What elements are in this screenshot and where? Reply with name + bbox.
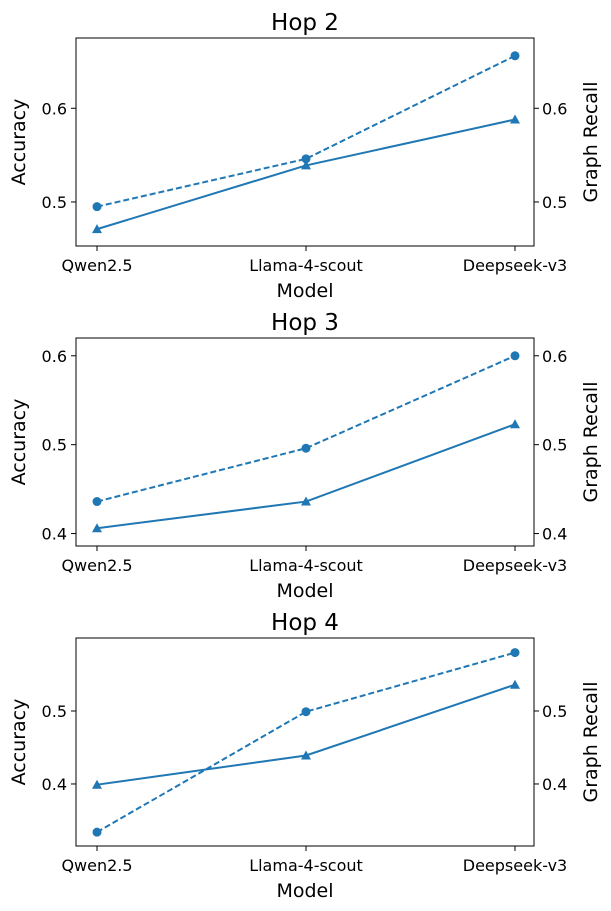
y-tick-label-right: 0.6 — [542, 347, 567, 366]
data-point-circle — [301, 707, 311, 717]
data-point-circle — [510, 648, 520, 658]
y-tick-label-left: 0.4 — [42, 525, 67, 544]
y-tick-label-right: 0.6 — [542, 99, 567, 118]
x-tick-label: Deepseek-v3 — [463, 256, 567, 275]
series-line-accuracy — [96, 683, 516, 786]
chart-title: Hop 4 — [271, 610, 339, 636]
y-axis-label-right: Graph Recall — [580, 81, 602, 202]
series-line-graph-recall — [96, 54, 516, 208]
x-tick-label: Qwen2.5 — [61, 256, 132, 275]
chart-panel-1: Hop 2 0.5 0.6 0.5 0.6 Qwen2.5 Llama-4-scout Dee… — [8, 10, 602, 302]
data-point-triangle — [301, 496, 311, 506]
x-axis-label: Model — [276, 280, 333, 302]
y-tick-label-right: 0.4 — [542, 775, 567, 794]
y-axis-label-left: Accuracy — [8, 399, 30, 486]
y-tick-label-left: 0.6 — [42, 99, 67, 118]
y-tick-label-left: 0.5 — [42, 702, 67, 721]
y-tick-label-right: 0.5 — [542, 193, 567, 212]
y-axis-label-right: Graph Recall — [580, 381, 602, 502]
axes-frame — [75, 637, 535, 847]
data-point-triangle — [510, 114, 520, 124]
y-axis-label-left: Accuracy — [8, 99, 30, 186]
chart-title: Hop 2 — [271, 10, 339, 36]
x-tick-label: Deepseek-v3 — [463, 856, 567, 875]
chart-panel-2: Hop 3 0.4 0.5 0.6 0.4 0.5 0.6 Qwen2.5 Llama-4-sc… — [8, 310, 602, 602]
y-axis-label-right: Graph Recall — [580, 681, 602, 802]
data-point-triangle — [510, 419, 520, 429]
x-axis-label: Model — [276, 580, 333, 602]
y-tick-label-left: 0.4 — [42, 775, 67, 794]
data-point-circle — [301, 443, 311, 453]
data-point-circle — [92, 497, 102, 507]
data-point-triangle — [92, 523, 102, 533]
data-point-circle — [92, 202, 102, 212]
data-point-triangle — [92, 224, 102, 234]
series-line-accuracy — [96, 423, 516, 530]
y-tick-label-right: 0.4 — [542, 525, 567, 544]
series-line-graph-recall — [96, 354, 516, 503]
axes-frame — [75, 37, 535, 247]
data-point-triangle — [510, 679, 520, 689]
y-tick-label-left: 0.6 — [42, 347, 67, 366]
x-tick-label: Deepseek-v3 — [463, 556, 567, 575]
data-point-triangle — [301, 160, 311, 170]
x-tick-label: Llama-4-scout — [249, 556, 363, 575]
data-point-circle — [510, 51, 520, 61]
axes-frame — [75, 337, 535, 547]
x-tick-label: Qwen2.5 — [61, 556, 132, 575]
chart-panel-3: Hop 4 0.4 0.5 0.4 0.5 Qwen2.5 Llama-4-scout Dee… — [8, 610, 602, 902]
x-tick-label: Llama-4-scout — [249, 856, 363, 875]
data-point-circle — [92, 827, 102, 837]
data-point-triangle — [92, 779, 102, 789]
y-tick-label-left: 0.5 — [42, 193, 67, 212]
x-axis-label: Model — [276, 880, 333, 902]
y-tick-label-right: 0.5 — [542, 702, 567, 721]
data-point-circle — [510, 351, 520, 361]
y-tick-label-left: 0.5 — [42, 436, 67, 455]
series-line-graph-recall — [96, 651, 516, 833]
y-tick-label-right: 0.5 — [542, 436, 567, 455]
x-tick-label: Llama-4-scout — [249, 256, 363, 275]
data-point-circle — [301, 154, 311, 164]
series-line-accuracy — [96, 118, 516, 231]
data-point-triangle — [301, 750, 311, 760]
y-axis-label-left: Accuracy — [8, 699, 30, 786]
chart-title: Hop 3 — [271, 310, 339, 336]
x-tick-label: Qwen2.5 — [61, 856, 132, 875]
